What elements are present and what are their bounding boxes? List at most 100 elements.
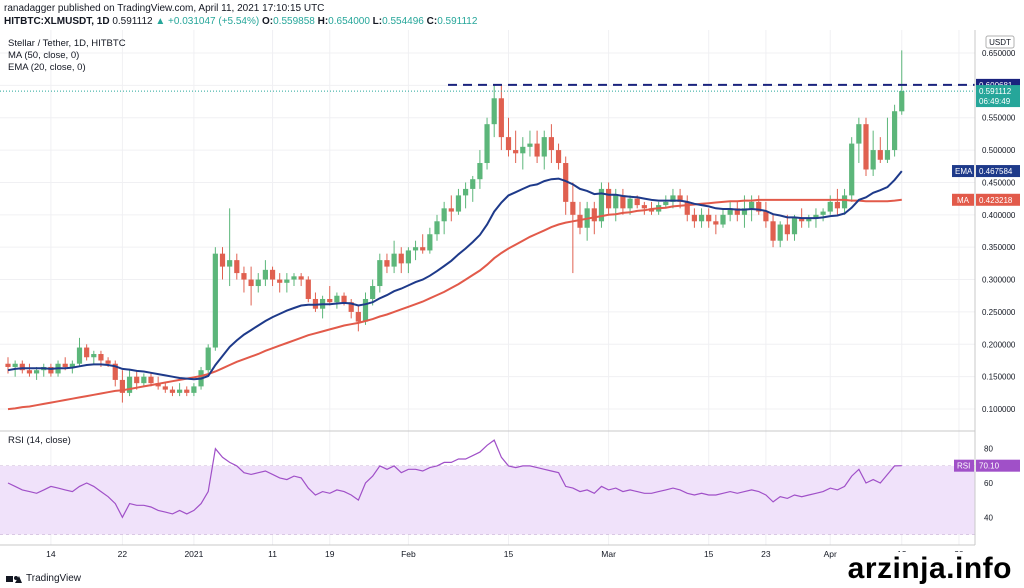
ma-tag-label-box — [952, 193, 974, 206]
rsi-value-tag-text: 70.10 — [979, 462, 1000, 471]
time-tick-label: Mar — [601, 549, 616, 559]
candle-body — [555, 150, 562, 164]
candle-body — [670, 195, 676, 202]
low-value: 0.554496 — [382, 16, 424, 27]
price-tick-label: 0.300000 — [982, 276, 1016, 285]
price-tick-label: 0.500000 — [982, 146, 1016, 155]
candle-body — [484, 124, 490, 164]
candle-body — [899, 91, 905, 112]
last-price-tag-text: 0.591112 — [979, 87, 1012, 96]
candle-body — [69, 363, 75, 367]
candle-body — [269, 269, 276, 280]
candle-body — [727, 208, 733, 215]
candle-body — [248, 279, 254, 287]
candle-body — [391, 253, 397, 267]
time-tick-label: Feb — [401, 549, 416, 559]
main-pane[interactable] — [0, 30, 975, 430]
candle-body — [491, 98, 497, 125]
last-price: 0.591112 — [112, 16, 153, 27]
candle-body — [813, 214, 819, 219]
legend-ma[interactable]: MA (50, close, 0) — [8, 50, 79, 61]
candle-body — [441, 208, 447, 222]
candle-body — [634, 198, 640, 206]
legend-title: Stellar / Tether, 1D, HITBTC — [8, 38, 126, 49]
candle-body — [892, 111, 898, 151]
candle-body — [470, 179, 476, 189]
candle-body — [141, 376, 147, 384]
rsi-value-tag-box — [976, 459, 1020, 472]
legend-ema[interactable]: EMA (20, close, 0) — [8, 62, 86, 73]
countdown-text: 06:49:49 — [979, 97, 1011, 106]
price-tick-label: 0.350000 — [982, 243, 1016, 252]
candle-body — [334, 295, 340, 303]
rsi-tick-label: 40 — [984, 513, 993, 522]
candle-body — [684, 201, 690, 215]
candle-body — [577, 214, 583, 228]
candle-body — [12, 363, 18, 367]
candle-body — [620, 195, 626, 209]
price-tick-label: 0.150000 — [982, 373, 1016, 382]
candle-body — [427, 234, 433, 251]
candle-body — [455, 195, 462, 212]
candle-body — [34, 370, 40, 374]
close-label: C: — [426, 16, 438, 27]
candle-body — [98, 354, 104, 361]
candle-body — [756, 201, 762, 212]
candle-body — [613, 195, 619, 209]
candle-body — [219, 253, 226, 267]
candle-body — [191, 386, 197, 393]
ema-value-tag-text: 0.467584 — [979, 167, 1013, 176]
candle-body — [534, 143, 540, 157]
candle-body — [763, 211, 769, 222]
candle-body — [298, 276, 304, 280]
candle-body — [91, 354, 97, 358]
candle-body — [606, 188, 612, 209]
candle-body — [505, 137, 512, 151]
tradingview-logo[interactable]: TradingView — [6, 573, 81, 584]
candle-body — [291, 276, 297, 280]
tradingview-logo-text: TradingView — [26, 573, 82, 584]
candle-body — [84, 347, 90, 358]
candle-body — [791, 218, 798, 235]
candle-body — [169, 389, 176, 393]
candle-body — [377, 260, 383, 287]
rsi-legend[interactable]: RSI (14, close) — [8, 435, 71, 446]
candle-body — [76, 347, 83, 364]
candle-body — [205, 347, 211, 371]
unit-box[interactable] — [985, 35, 1015, 49]
high-value: 0.654000 — [328, 16, 370, 27]
candle-body — [212, 253, 218, 348]
high-label: H: — [317, 16, 329, 27]
candle-body — [434, 221, 440, 235]
rsi-tick-label: 60 — [984, 479, 993, 488]
candle-body — [398, 253, 404, 264]
ma-tag-label: MA — [957, 196, 970, 205]
open-value: 0.559858 — [273, 16, 315, 27]
candle-body — [799, 218, 805, 222]
ma50-line — [7, 198, 902, 411]
time-tick-label: Apr — [824, 549, 837, 559]
ohlc-readout: HITBTC:XLMUSDT, 1D 0.591112 ▲ +0.031047 … — [4, 16, 477, 27]
time-tick-label: 22 — [118, 549, 128, 559]
time-tick-label: 2021 — [184, 549, 203, 559]
time-tick-label: 15 — [504, 549, 514, 559]
rsi-band — [0, 465, 975, 535]
price-tick-label: 0.450000 — [982, 178, 1016, 187]
candle-body — [498, 98, 504, 138]
time-tick-label: 11 — [268, 549, 277, 559]
rsi-tag-label: RSI — [957, 462, 970, 471]
candle-body — [277, 279, 283, 283]
candle-body — [541, 137, 547, 157]
candle-body — [134, 376, 140, 384]
candle-body — [148, 376, 154, 384]
rsi-line — [7, 439, 902, 519]
time-tick-label: 23 — [761, 549, 771, 559]
candle-body — [227, 260, 233, 267]
candle-body — [384, 260, 390, 267]
candle-body — [834, 201, 840, 209]
candle-body — [734, 208, 740, 215]
candle-body — [527, 143, 533, 147]
candle-body — [355, 311, 361, 322]
candle-body — [463, 188, 469, 196]
